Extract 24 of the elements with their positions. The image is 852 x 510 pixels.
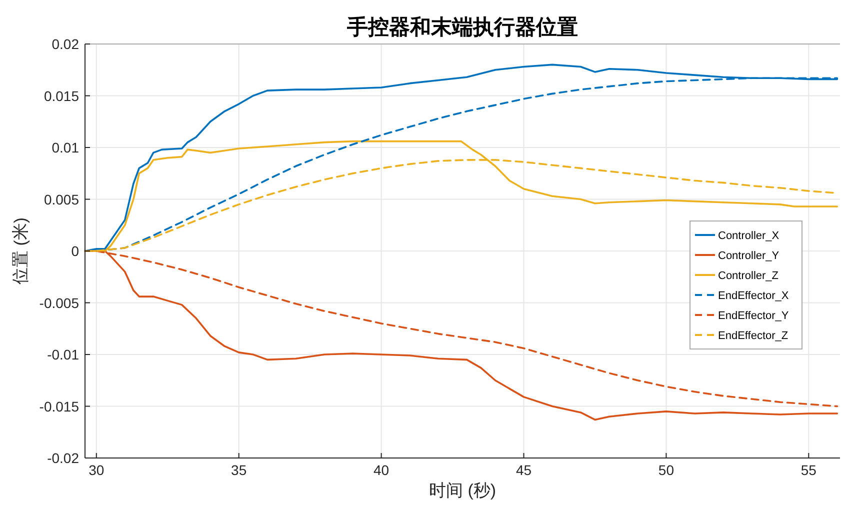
x-tick-label: 45 <box>516 462 532 478</box>
x-axis-title: 时间 (秒) <box>428 481 496 500</box>
y-axis-title: 位置 (米) <box>11 217 30 285</box>
y-tick-label: -0.02 <box>47 450 80 466</box>
y-tick-label: 0.005 <box>44 191 80 208</box>
y-tick-label: 0.015 <box>44 88 80 104</box>
legend-label: EndEffector_Z <box>718 330 788 342</box>
legend-label: Controller_X <box>718 230 780 242</box>
legend-label: EndEffector_Y <box>718 310 790 322</box>
y-tick-label: 0 <box>71 243 80 259</box>
x-tick-label: 30 <box>88 462 104 478</box>
y-tick-label: -0.015 <box>39 398 80 414</box>
chart-title: 手控器和末端执行器位置 <box>346 16 578 39</box>
x-tick-label: 55 <box>800 462 817 478</box>
legend-label: Controller_Z <box>718 270 779 282</box>
y-tick-label: 0.02 <box>52 36 80 52</box>
legend-label: Controller_Y <box>718 250 780 262</box>
y-tick-label: -0.01 <box>47 346 80 362</box>
x-tick-label: 50 <box>658 462 674 478</box>
legend-label: EndEffector_X <box>718 290 790 302</box>
x-tick-label: 35 <box>231 462 247 478</box>
x-tick-label: 40 <box>374 462 390 478</box>
y-tick-label: -0.005 <box>39 294 80 311</box>
y-tick-label: 0.01 <box>52 140 80 156</box>
